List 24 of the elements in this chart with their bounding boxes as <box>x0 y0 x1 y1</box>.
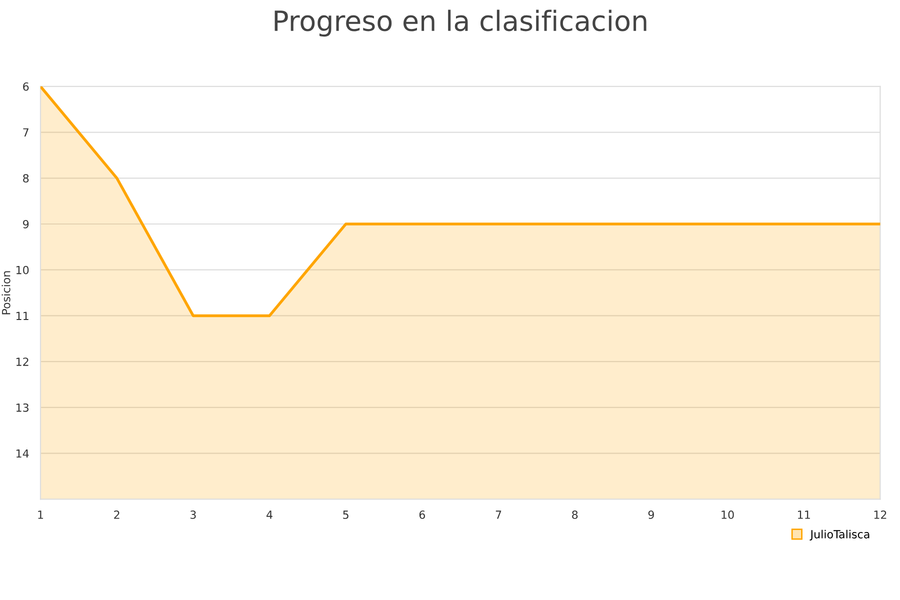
chart-title: Progreso en la clasificacion <box>274 10 646 37</box>
y-tick-label: 10 <box>16 266 29 274</box>
y-tick-label: 11 <box>16 312 28 320</box>
x-tick-label: 3 <box>190 510 196 519</box>
x-tick-label: 8 <box>572 510 578 519</box>
x-tick-label: 2 <box>114 510 120 519</box>
y-tick-label: 12 <box>16 358 28 366</box>
y-tick-label: 9 <box>23 220 29 228</box>
y-axis-title: Posicion <box>2 271 10 314</box>
x-tick-label: 12 <box>874 510 886 519</box>
y-tick-label: 7 <box>23 128 28 136</box>
x-tick-label: 4 <box>266 510 272 519</box>
legend-label: JulioTalisca <box>810 530 870 541</box>
x-tick-label: 11 <box>798 510 810 519</box>
x-tick-label: 1 <box>38 510 44 519</box>
x-tick-label: 6 <box>419 510 426 519</box>
y-tick-label: 6 <box>23 82 29 91</box>
x-tick-label: 5 <box>343 510 348 519</box>
x-tick-label: 9 <box>648 510 654 519</box>
y-tick-label: 8 <box>23 174 29 183</box>
y-tick-label: 14 <box>16 449 29 458</box>
x-tick-label: 10 <box>722 510 734 519</box>
y-tick-label: 13 <box>16 403 28 412</box>
x-tick-label: 7 <box>496 510 502 519</box>
